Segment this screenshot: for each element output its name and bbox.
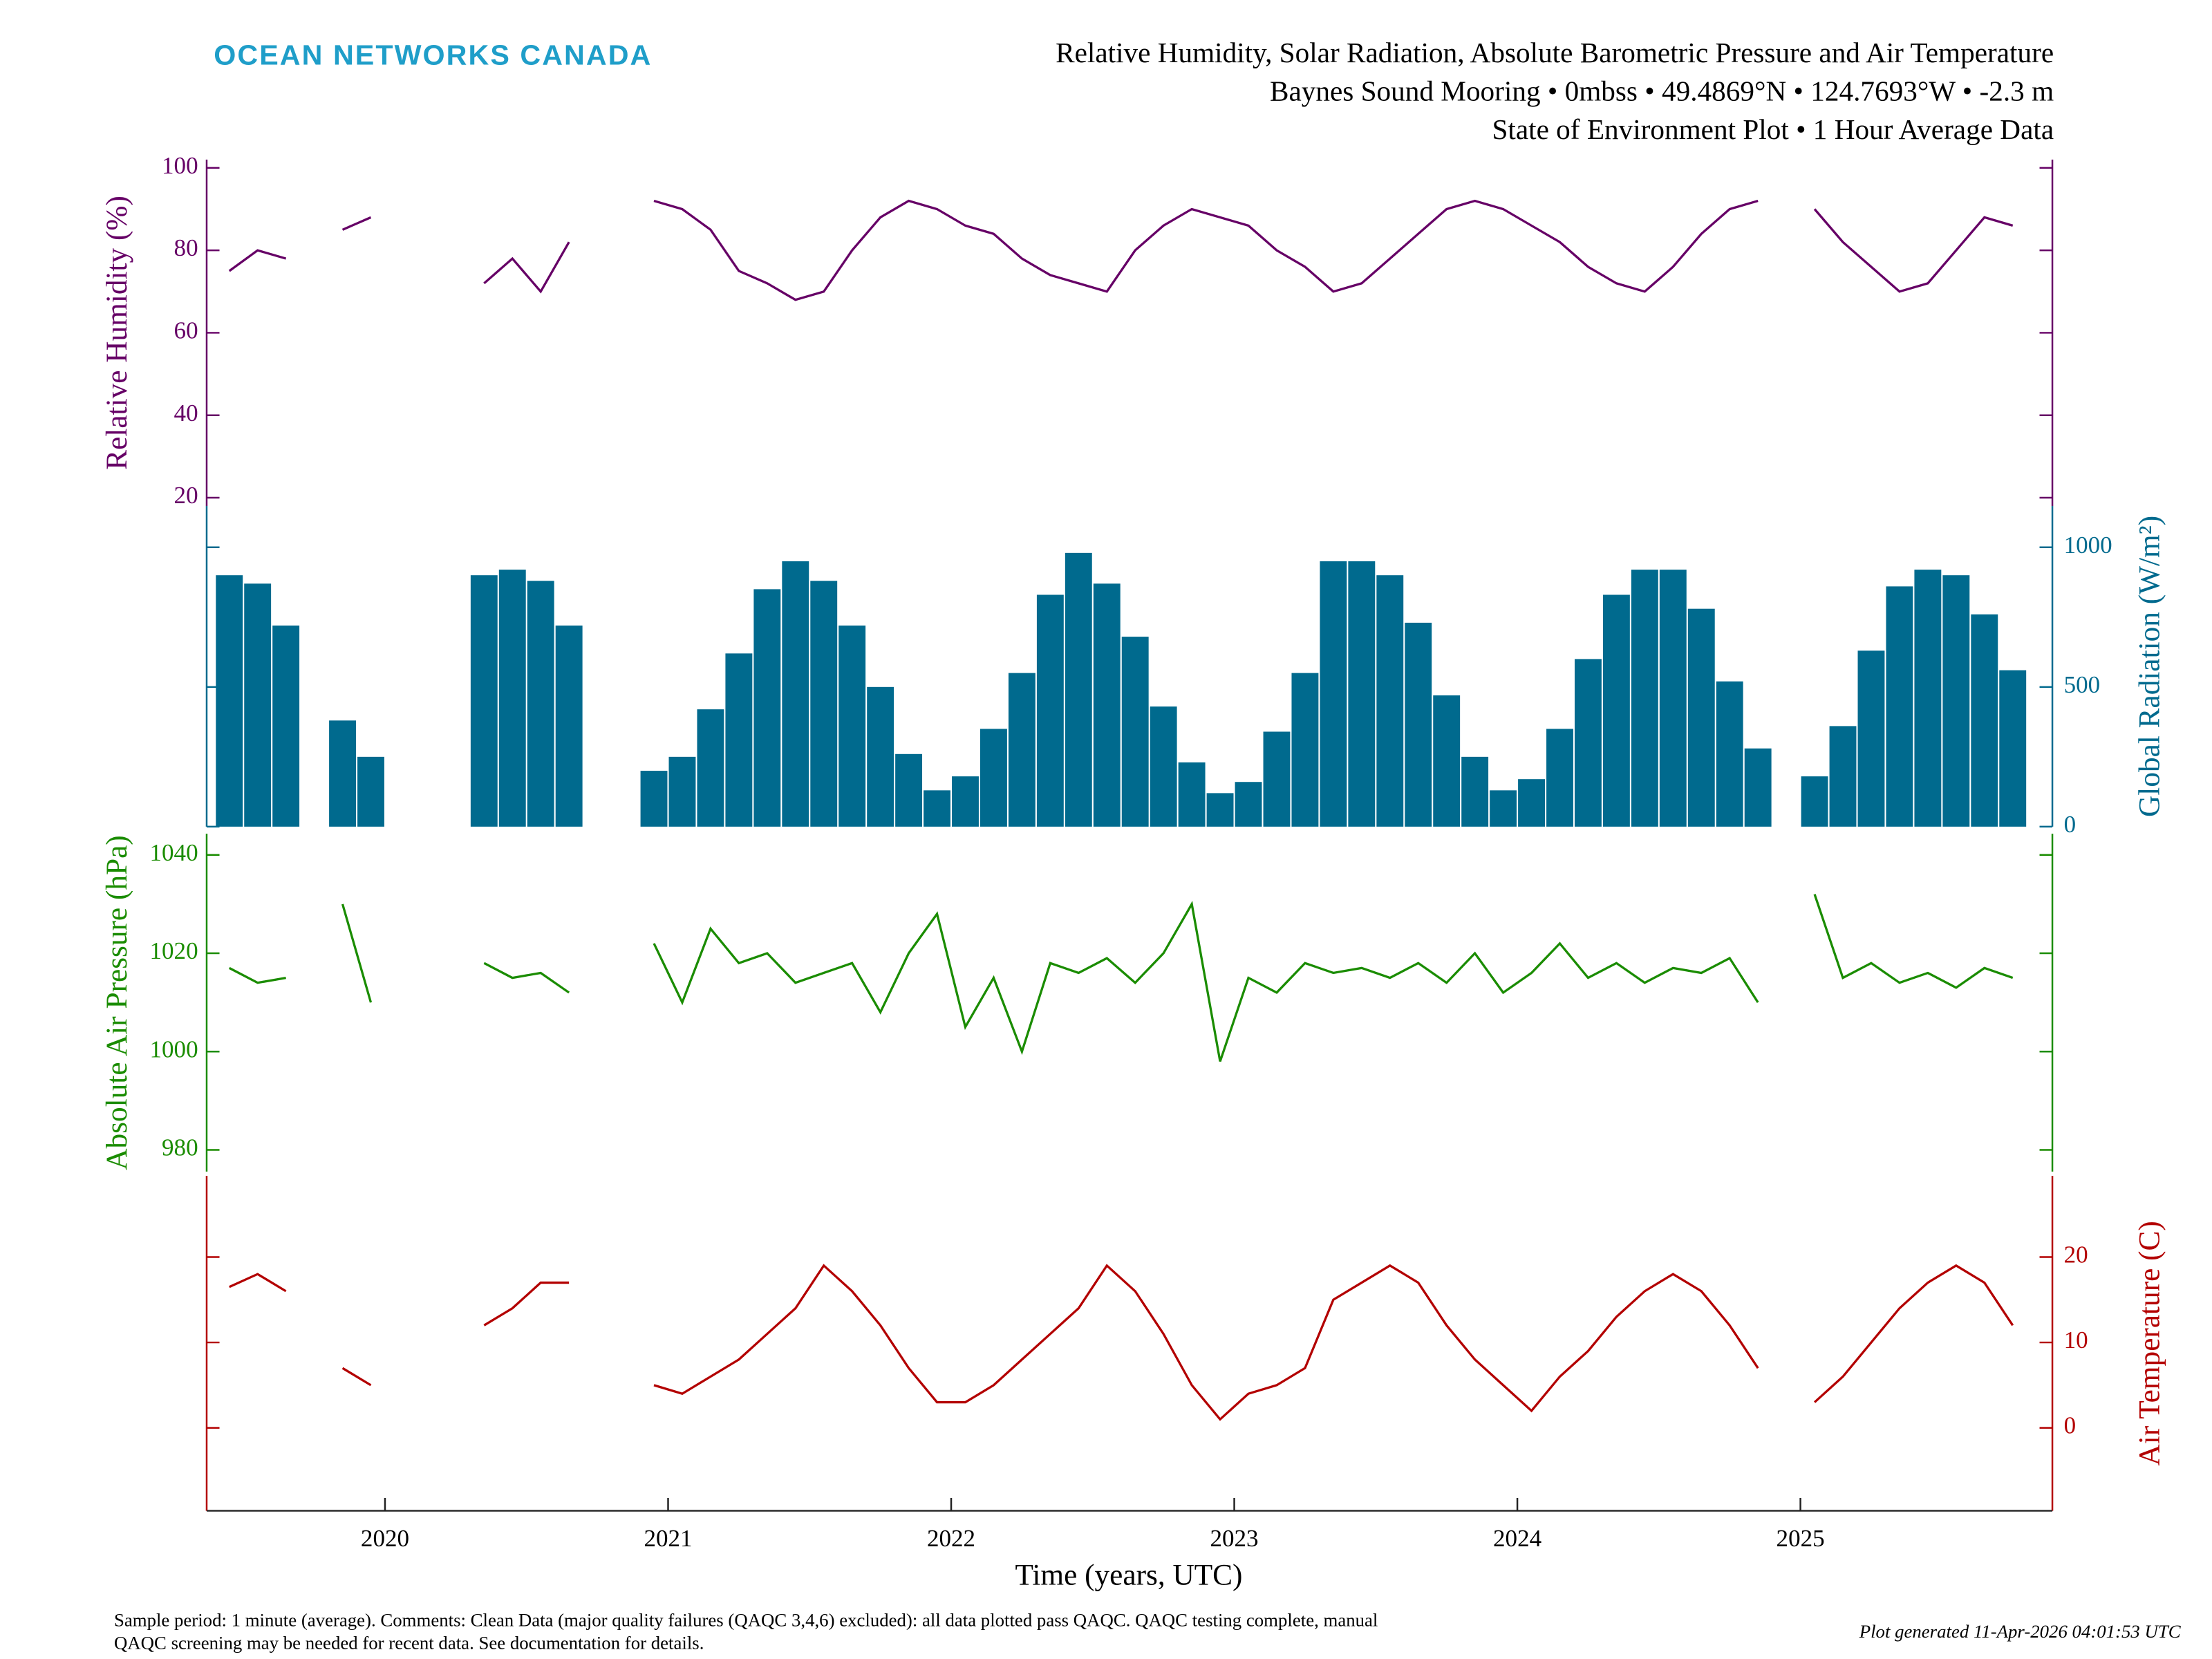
bar (924, 790, 950, 827)
bar (1914, 570, 1942, 827)
y-axis-label: Relative Humidity (%) (100, 196, 133, 470)
bar (867, 686, 894, 827)
bar (1036, 594, 1064, 827)
bar (1716, 681, 1743, 827)
bar (1518, 779, 1545, 827)
bar (980, 729, 1007, 827)
bar (1575, 659, 1602, 827)
bar (1235, 782, 1262, 827)
bar (357, 756, 384, 827)
x-tick-label: 2020 (361, 1525, 409, 1552)
footer-note: Sample period: 1 minute (average). Comme… (114, 1610, 1378, 1631)
data-line (228, 199, 2014, 301)
bar (527, 581, 554, 827)
bar (1886, 586, 1913, 827)
bar (1490, 790, 1517, 827)
y-tick-label: 20 (2064, 1241, 2088, 1268)
bar (555, 625, 583, 827)
bar (838, 625, 866, 827)
bar (216, 575, 243, 827)
bar (640, 771, 668, 827)
bar (1461, 756, 1489, 827)
footer-note: QAQC screening may be needed for recent … (114, 1633, 704, 1653)
generated-note: Plot generated 11-Apr-2026 04:01:53 UTC (1859, 1621, 2182, 1642)
bar (1942, 575, 1970, 827)
bar (1263, 731, 1291, 827)
bar (952, 776, 979, 827)
bar (1433, 695, 1461, 827)
bar (1065, 552, 1092, 827)
data-line (229, 1264, 2014, 1421)
bar (1121, 637, 1149, 827)
bar (810, 581, 838, 827)
bar (1744, 748, 1772, 827)
y-tick-label: 60 (174, 317, 198, 344)
y-tick-label: 1020 (150, 937, 198, 964)
bar (1376, 575, 1404, 827)
y-tick-label: 10 (2064, 1327, 2088, 1353)
x-tick-label: 2023 (1210, 1525, 1258, 1552)
bar (1546, 729, 1573, 827)
y-tick-label: 1000 (150, 1035, 198, 1062)
bar (1348, 561, 1376, 827)
bar (1687, 608, 1715, 827)
subtitle: Baynes Sound Mooring • 0mbss • 49.4869°N… (1270, 75, 2054, 107)
bar (1093, 583, 1121, 827)
bar (1206, 793, 1234, 827)
y-tick-label: 980 (162, 1134, 198, 1161)
y-tick-label: 20 (174, 482, 198, 509)
bar (1291, 673, 1319, 827)
bar (895, 753, 923, 827)
bar (1801, 776, 1828, 827)
bar (753, 589, 781, 827)
y-tick-label: 40 (174, 400, 198, 427)
title: Relative Humidity, Solar Radiation, Abso… (1056, 37, 2054, 68)
bar (1320, 561, 1347, 827)
bar (1008, 673, 1035, 827)
bar (1999, 670, 2027, 827)
bar (1857, 650, 1885, 827)
bar (697, 709, 724, 827)
x-tick-label: 2024 (1493, 1525, 1541, 1552)
bar (498, 570, 526, 827)
data-line (228, 894, 2014, 1062)
bar (782, 561, 809, 827)
bar (1178, 762, 1206, 827)
y-tick-label: 1000 (2064, 532, 2112, 559)
bar (1971, 614, 1998, 827)
y-tick-label: 500 (2064, 671, 2101, 698)
x-axis-label: Time (years, UTC) (1015, 1558, 1242, 1591)
y-tick-label: 0 (2064, 1412, 2077, 1439)
logo: OCEAN NETWORKS CANADA (214, 39, 652, 71)
bar (1659, 570, 1687, 827)
bar (272, 625, 300, 827)
subtitle: State of Environment Plot • 1 Hour Avera… (1492, 113, 2054, 145)
bar (470, 575, 498, 827)
bar (1405, 622, 1432, 827)
y-tick-label: 1040 (150, 839, 198, 866)
y-tick-label: 80 (174, 234, 198, 261)
y-tick-label: 0 (2064, 811, 2077, 838)
bar (1631, 570, 1658, 827)
bar (329, 720, 356, 827)
bar (668, 756, 696, 827)
bar (244, 583, 272, 827)
bar (1150, 706, 1177, 827)
x-tick-label: 2025 (1777, 1525, 1825, 1552)
y-axis-label: Absolute Air Pressure (hPa) (100, 835, 133, 1170)
y-axis-label: Global Radiation (W/m²) (2133, 516, 2166, 817)
x-tick-label: 2022 (927, 1525, 975, 1552)
bar (1602, 594, 1630, 827)
bar (725, 653, 753, 827)
bar (1829, 726, 1857, 827)
y-axis-label: Air Temperature (C) (2133, 1221, 2166, 1465)
x-tick-label: 2021 (644, 1525, 692, 1552)
y-tick-label: 100 (162, 152, 198, 179)
